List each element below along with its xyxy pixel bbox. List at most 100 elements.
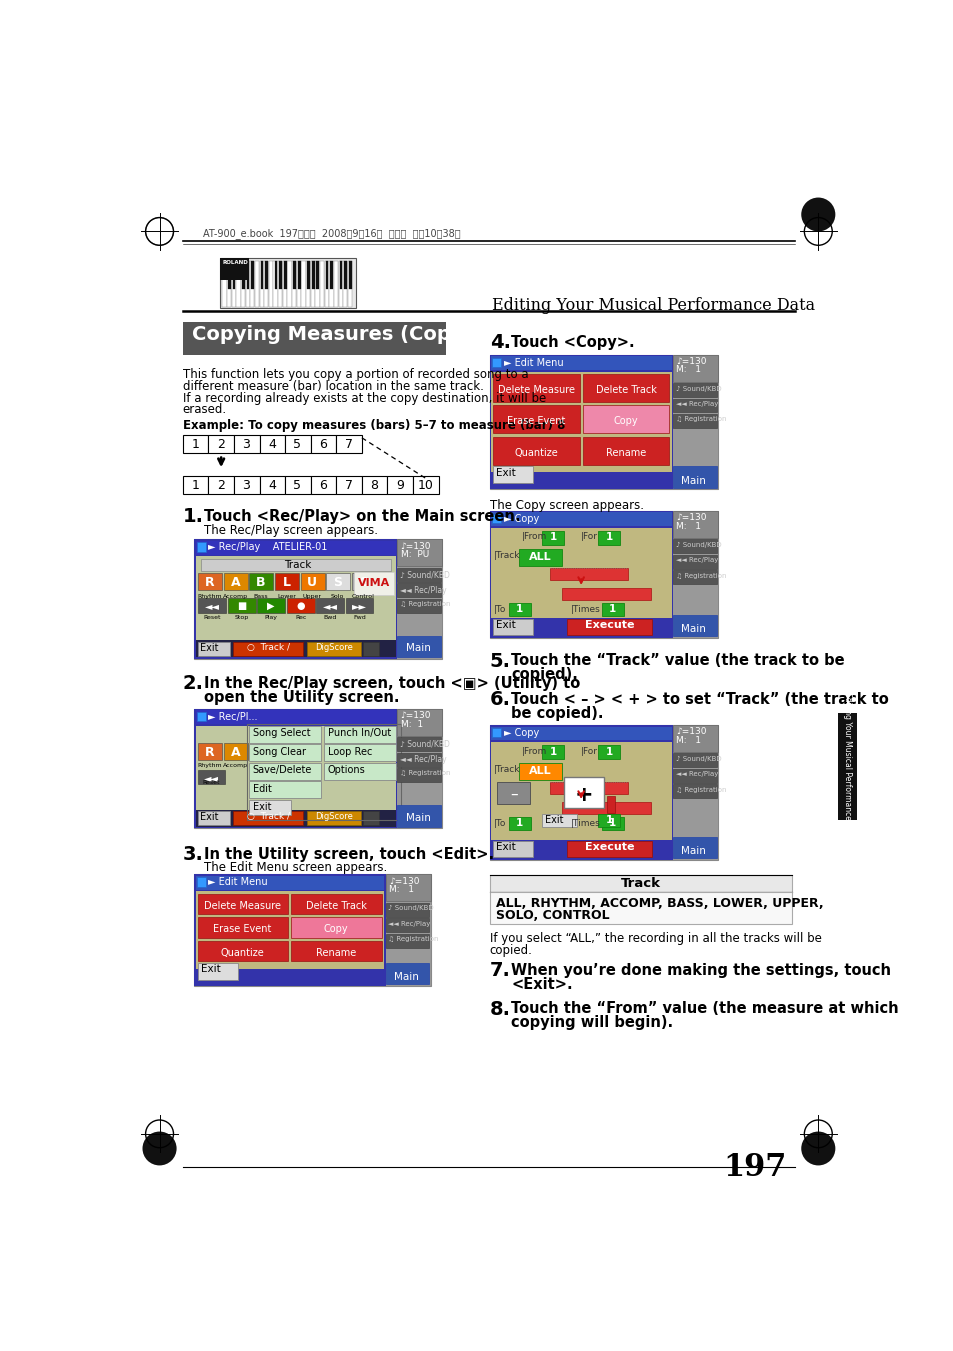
Bar bbox=[542, 744, 563, 759]
Text: |Times: |Times bbox=[571, 605, 600, 613]
Text: A: A bbox=[231, 577, 240, 589]
Text: 8: 8 bbox=[370, 478, 377, 492]
Bar bbox=[208, 435, 233, 453]
Text: |From: |From bbox=[521, 532, 547, 542]
Bar bbox=[323, 725, 395, 743]
Bar bbox=[489, 892, 791, 924]
Text: ►►: ►► bbox=[352, 601, 367, 611]
Text: 5.: 5. bbox=[489, 651, 510, 671]
Text: 1: 1 bbox=[549, 532, 557, 543]
Text: ♪=130: ♪=130 bbox=[400, 542, 431, 551]
Text: 4: 4 bbox=[268, 438, 275, 451]
Bar bbox=[228, 598, 255, 613]
Text: ♪=130: ♪=130 bbox=[389, 877, 419, 886]
Text: Fwd: Fwd bbox=[353, 615, 366, 620]
Bar bbox=[397, 567, 440, 582]
Text: Main: Main bbox=[680, 846, 705, 857]
Bar bbox=[265, 261, 268, 289]
Bar bbox=[601, 816, 623, 831]
Text: Exit: Exit bbox=[253, 802, 271, 812]
Text: Control: Control bbox=[352, 594, 375, 598]
Text: |To: |To bbox=[494, 819, 506, 828]
Text: Options: Options bbox=[328, 765, 365, 775]
Bar bbox=[561, 802, 650, 815]
Bar bbox=[363, 811, 378, 825]
Bar bbox=[232, 261, 235, 307]
Text: different measure (bar) location in the same track.: different measure (bar) location in the … bbox=[183, 380, 483, 393]
Bar bbox=[195, 875, 384, 890]
Bar bbox=[197, 963, 237, 979]
Text: ► Edit Menu: ► Edit Menu bbox=[503, 358, 562, 367]
Bar bbox=[274, 261, 277, 307]
Text: ♫ Registration: ♫ Registration bbox=[675, 573, 725, 578]
Bar bbox=[198, 743, 222, 759]
Text: ♪ Sound/KBD: ♪ Sound/KBD bbox=[388, 905, 434, 912]
Text: copied).: copied). bbox=[511, 667, 578, 682]
Text: 3.: 3. bbox=[183, 846, 203, 865]
Text: 7: 7 bbox=[344, 478, 353, 492]
Bar bbox=[397, 769, 440, 782]
Text: Quantize: Quantize bbox=[220, 948, 264, 958]
Bar bbox=[307, 811, 360, 825]
Text: The Copy screen appears.: The Copy screen appears. bbox=[489, 499, 643, 512]
Bar bbox=[493, 374, 579, 401]
Bar bbox=[208, 477, 233, 494]
Text: In the Utility screen, touch <Edit>.: In the Utility screen, touch <Edit>. bbox=[204, 847, 494, 862]
Bar bbox=[582, 436, 669, 465]
Bar bbox=[542, 531, 563, 544]
Bar bbox=[247, 261, 249, 289]
Bar bbox=[279, 261, 282, 289]
Bar bbox=[233, 435, 259, 453]
Text: Track: Track bbox=[620, 877, 660, 890]
Bar bbox=[291, 893, 381, 913]
Text: Lower: Lower bbox=[277, 594, 295, 598]
Text: ♪ Sound/KBD: ♪ Sound/KBD bbox=[399, 739, 449, 748]
Bar bbox=[673, 725, 718, 753]
Text: Quantize: Quantize bbox=[514, 447, 558, 458]
Bar bbox=[194, 539, 397, 659]
Text: Copy: Copy bbox=[613, 416, 638, 426]
Text: M:   1: M: 1 bbox=[676, 736, 700, 744]
Text: R: R bbox=[205, 577, 214, 589]
Bar bbox=[334, 261, 337, 307]
Text: Accomp: Accomp bbox=[223, 763, 248, 769]
Text: 3: 3 bbox=[242, 478, 250, 492]
Bar bbox=[489, 511, 673, 638]
Text: ► Copy: ► Copy bbox=[503, 728, 538, 738]
Bar bbox=[195, 711, 395, 724]
Text: ◄◄ Rec/Play: ◄◄ Rec/Play bbox=[675, 771, 718, 777]
Text: When you’re done making the settings, touch: When you’re done making the settings, to… bbox=[511, 963, 890, 978]
Text: <Exit>.: <Exit>. bbox=[511, 977, 573, 992]
Bar bbox=[598, 813, 619, 827]
Bar bbox=[278, 261, 282, 307]
Text: erased.: erased. bbox=[183, 403, 227, 416]
Text: Solo: Solo bbox=[331, 594, 344, 598]
Bar bbox=[343, 261, 347, 307]
Bar bbox=[397, 709, 442, 736]
Bar bbox=[307, 642, 360, 655]
Text: 1: 1 bbox=[609, 819, 616, 828]
Text: 1: 1 bbox=[605, 747, 612, 757]
Bar bbox=[228, 261, 231, 289]
Text: Touch the “From” value (the measure at which: Touch the “From” value (the measure at w… bbox=[511, 1001, 898, 1016]
Text: DigScore: DigScore bbox=[314, 812, 353, 821]
Bar bbox=[397, 636, 440, 657]
Text: Stop: Stop bbox=[234, 615, 249, 620]
Text: Touch <Copy>.: Touch <Copy>. bbox=[511, 335, 635, 350]
Bar bbox=[563, 777, 604, 808]
Text: C: C bbox=[358, 577, 368, 589]
Text: Execute: Execute bbox=[584, 620, 634, 631]
Bar bbox=[361, 477, 387, 494]
Bar bbox=[196, 543, 206, 551]
Bar bbox=[838, 713, 856, 820]
Bar bbox=[397, 598, 440, 612]
Text: Reset: Reset bbox=[202, 781, 220, 785]
Bar bbox=[397, 753, 440, 766]
Text: 5: 5 bbox=[294, 438, 301, 451]
Text: –: – bbox=[509, 786, 517, 801]
Bar bbox=[673, 539, 716, 554]
Text: 197: 197 bbox=[722, 1151, 785, 1182]
Bar bbox=[198, 598, 226, 613]
Text: +: + bbox=[575, 785, 593, 805]
Text: Exit: Exit bbox=[496, 842, 516, 852]
